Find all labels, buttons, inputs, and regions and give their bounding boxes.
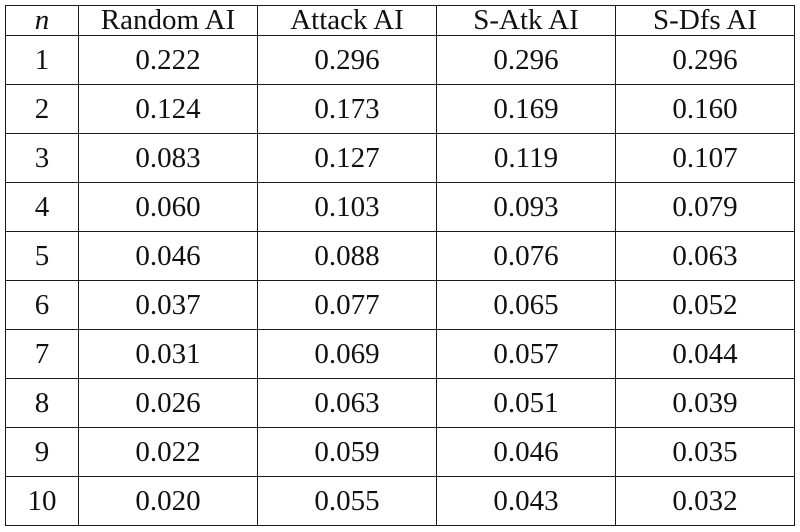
cell-s-atk-ai: 0.065 <box>436 280 616 330</box>
cell-s-atk-ai: 0.119 <box>436 133 616 183</box>
cell-s-dfs-ai: 0.063 <box>615 231 795 281</box>
table-row: 6 0.037 0.077 0.065 0.052 <box>5 280 795 330</box>
cell-s-dfs-ai: 0.079 <box>615 182 795 232</box>
cell-s-dfs-ai: 0.032 <box>615 476 795 526</box>
cell-s-dfs-ai: 0.107 <box>615 133 795 183</box>
cell-random-ai: 0.083 <box>78 133 258 183</box>
cell-s-atk-ai: 0.051 <box>436 378 616 428</box>
table-row: 3 0.083 0.127 0.119 0.107 <box>5 133 795 183</box>
cell-random-ai: 0.037 <box>78 280 258 330</box>
cell-random-ai: 0.222 <box>78 35 258 85</box>
cell-random-ai: 0.026 <box>78 378 258 428</box>
cell-n: 10 <box>5 476 79 526</box>
cell-s-atk-ai: 0.057 <box>436 329 616 379</box>
table-row: 1 0.222 0.296 0.296 0.296 <box>5 35 795 85</box>
table-row: 10 0.020 0.055 0.043 0.032 <box>5 476 795 526</box>
cell-attack-ai: 0.103 <box>257 182 437 232</box>
cell-s-atk-ai: 0.046 <box>436 427 616 477</box>
results-table: n Random AI Attack AI S-Atk AI S-Dfs AI … <box>5 5 795 526</box>
table-row: 5 0.046 0.088 0.076 0.063 <box>5 231 795 281</box>
table-row: 4 0.060 0.103 0.093 0.079 <box>5 182 795 232</box>
cell-random-ai: 0.022 <box>78 427 258 477</box>
column-header-random-ai: Random AI <box>78 5 258 36</box>
cell-attack-ai: 0.173 <box>257 84 437 134</box>
cell-random-ai: 0.060 <box>78 182 258 232</box>
cell-s-atk-ai: 0.043 <box>436 476 616 526</box>
cell-attack-ai: 0.296 <box>257 35 437 85</box>
cell-s-atk-ai: 0.093 <box>436 182 616 232</box>
table-row: 7 0.031 0.069 0.057 0.044 <box>5 329 795 379</box>
cell-n: 9 <box>5 427 79 477</box>
cell-s-atk-ai: 0.169 <box>436 84 616 134</box>
cell-random-ai: 0.020 <box>78 476 258 526</box>
table-body: 1 0.222 0.296 0.296 0.296 2 0.124 0.173 0.169 0.1… <box>5 35 795 526</box>
cell-attack-ai: 0.063 <box>257 378 437 428</box>
column-header-attack-ai: Attack AI <box>257 5 437 36</box>
cell-random-ai: 0.124 <box>78 84 258 134</box>
cell-n: 1 <box>5 35 79 85</box>
cell-attack-ai: 0.069 <box>257 329 437 379</box>
cell-n: 3 <box>5 133 79 183</box>
cell-n: 5 <box>5 231 79 281</box>
cell-s-atk-ai: 0.296 <box>436 35 616 85</box>
cell-n: 7 <box>5 329 79 379</box>
cell-attack-ai: 0.077 <box>257 280 437 330</box>
cell-attack-ai: 0.055 <box>257 476 437 526</box>
cell-s-dfs-ai: 0.039 <box>615 378 795 428</box>
column-header-s-dfs-ai: S-Dfs AI <box>615 5 795 36</box>
table-row: 8 0.026 0.063 0.051 0.039 <box>5 378 795 428</box>
cell-s-dfs-ai: 0.035 <box>615 427 795 477</box>
cell-attack-ai: 0.059 <box>257 427 437 477</box>
cell-n: 8 <box>5 378 79 428</box>
cell-random-ai: 0.031 <box>78 329 258 379</box>
cell-s-dfs-ai: 0.044 <box>615 329 795 379</box>
cell-attack-ai: 0.127 <box>257 133 437 183</box>
column-header-n: n <box>5 5 79 36</box>
table-row: 2 0.124 0.173 0.169 0.160 <box>5 84 795 134</box>
cell-s-atk-ai: 0.076 <box>436 231 616 281</box>
table-row: 9 0.022 0.059 0.046 0.035 <box>5 427 795 477</box>
table-header: n Random AI Attack AI S-Atk AI S-Dfs AI <box>5 5 795 36</box>
cell-s-dfs-ai: 0.296 <box>615 35 795 85</box>
header-row: n Random AI Attack AI S-Atk AI S-Dfs AI <box>5 5 795 36</box>
column-header-s-atk-ai: S-Atk AI <box>436 5 616 36</box>
cell-n: 2 <box>5 84 79 134</box>
cell-n: 4 <box>5 182 79 232</box>
cell-s-dfs-ai: 0.052 <box>615 280 795 330</box>
cell-random-ai: 0.046 <box>78 231 258 281</box>
cell-attack-ai: 0.088 <box>257 231 437 281</box>
cell-n: 6 <box>5 280 79 330</box>
cell-s-dfs-ai: 0.160 <box>615 84 795 134</box>
